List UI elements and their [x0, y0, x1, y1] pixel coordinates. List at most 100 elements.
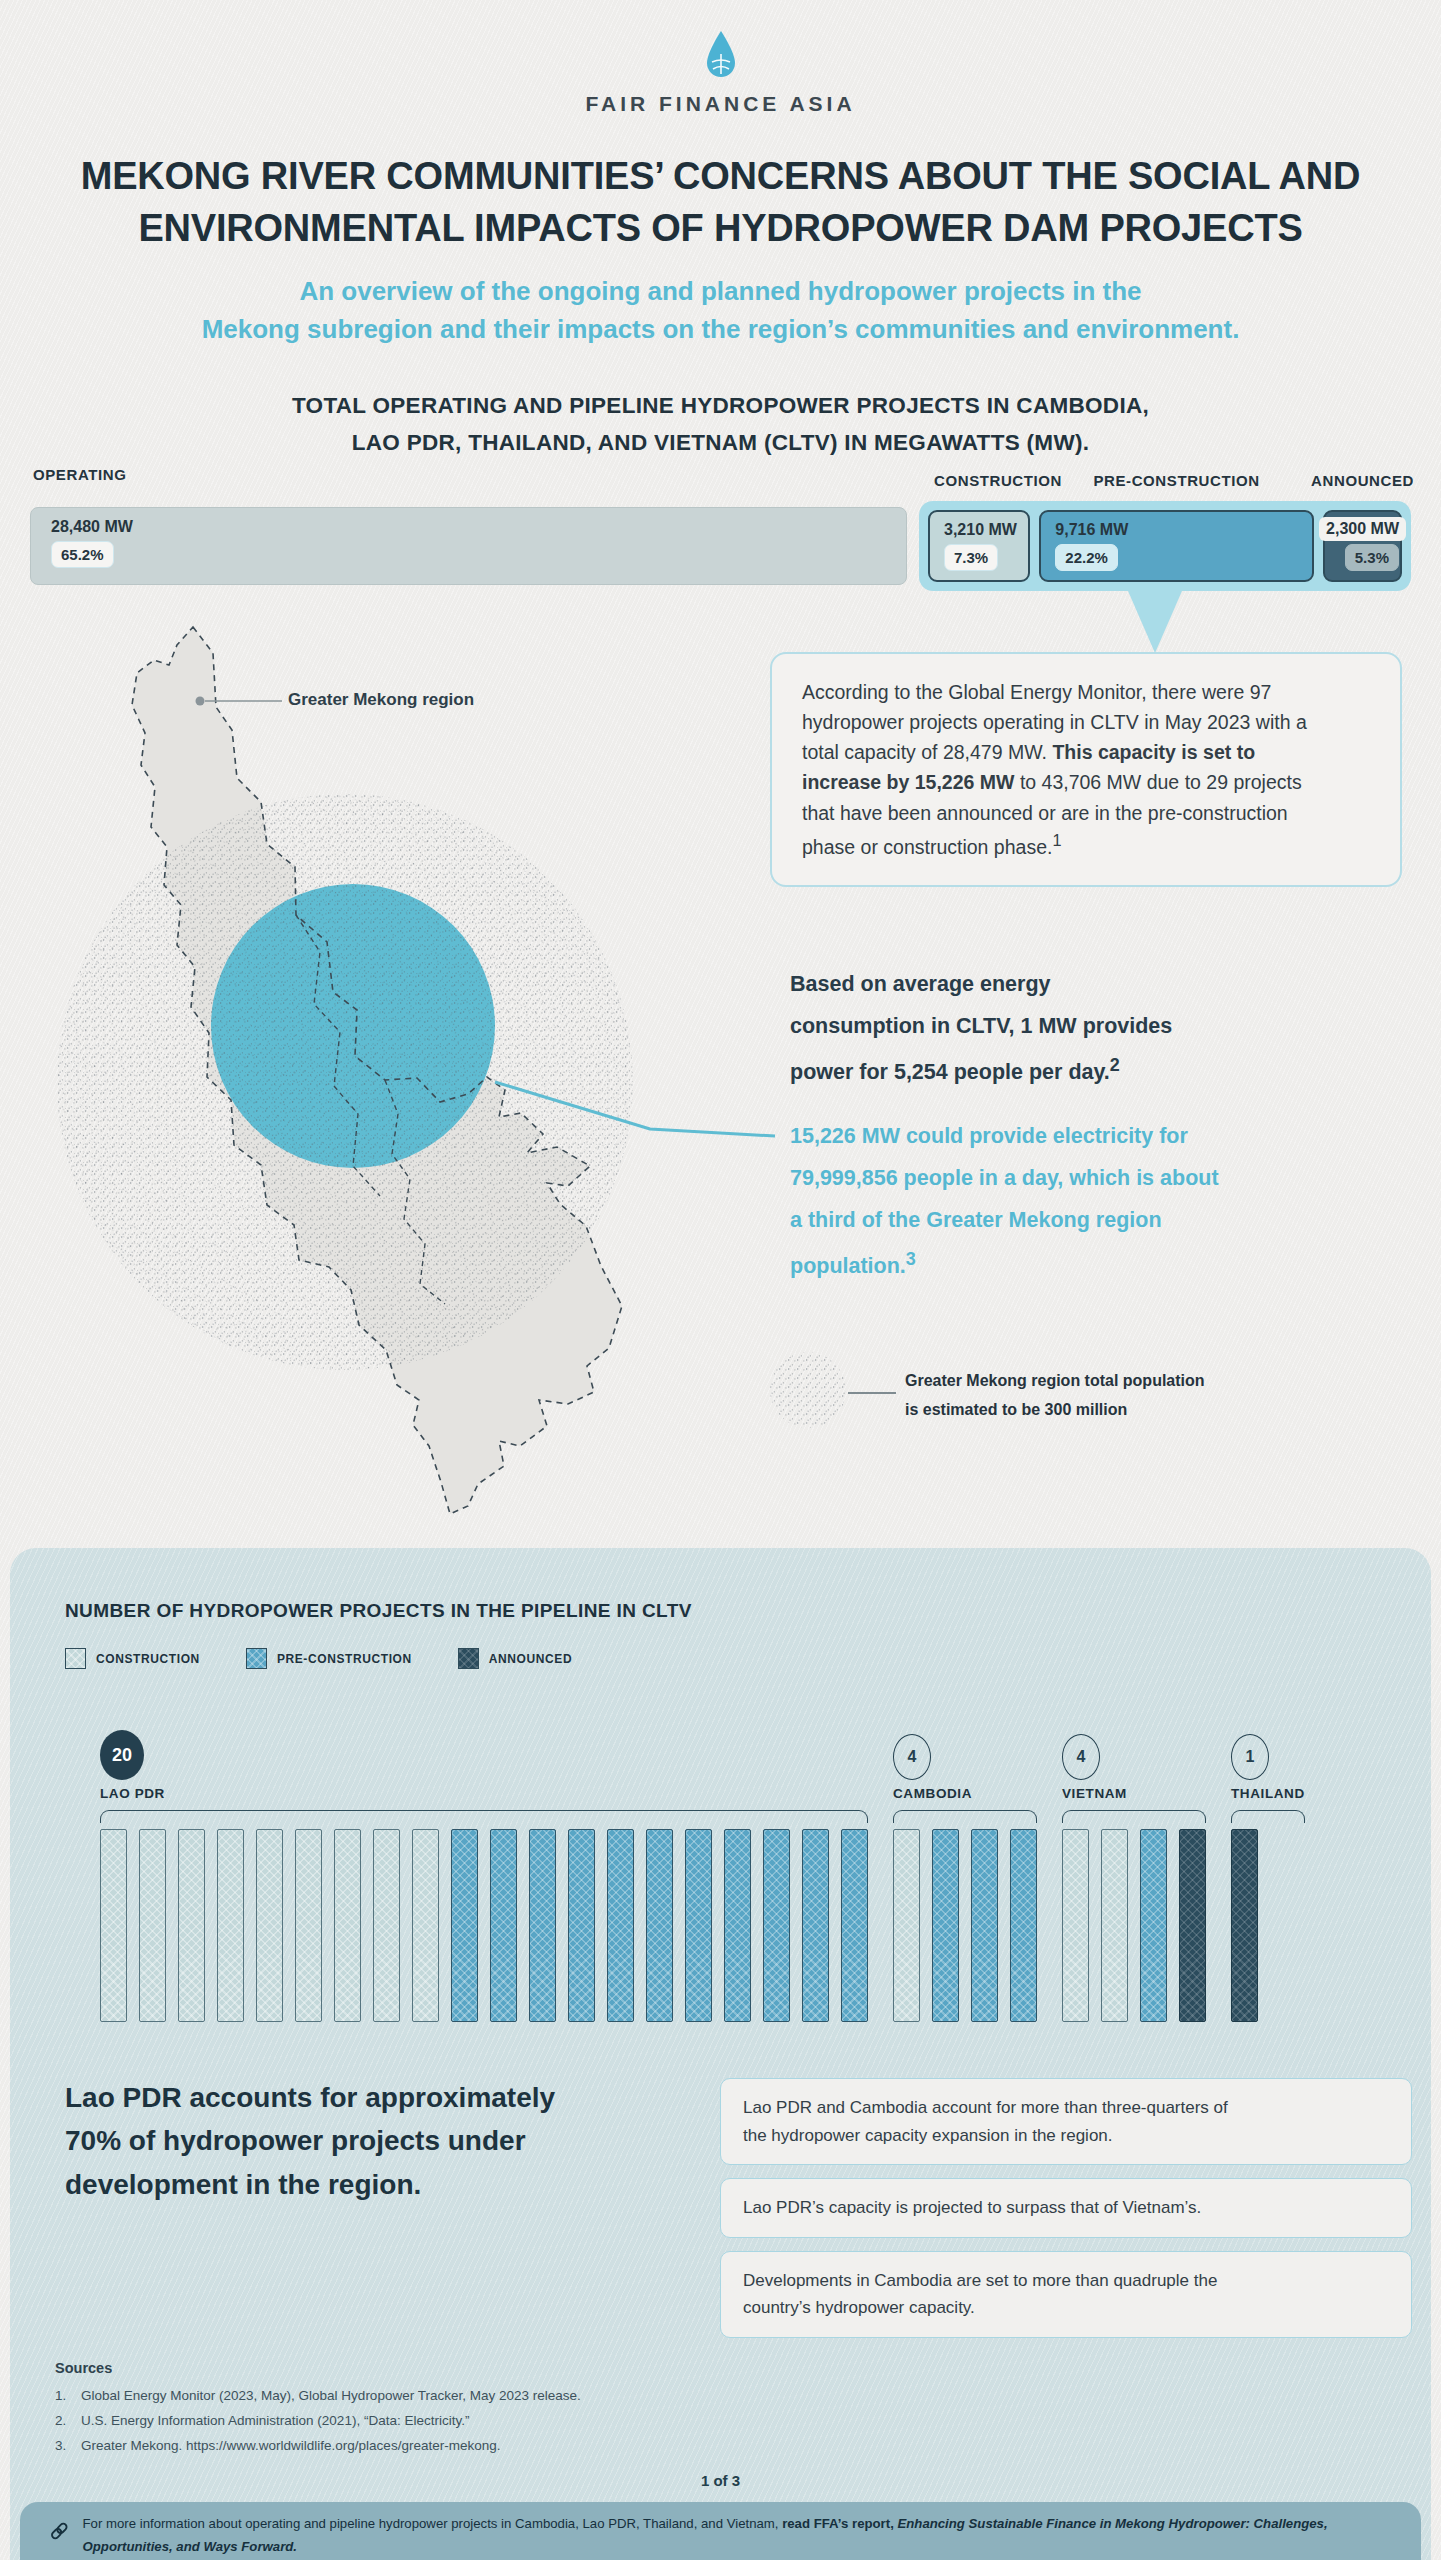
project-bar — [139, 1829, 166, 2022]
project-bar — [334, 1829, 361, 2022]
country-label: VIETNAM — [1062, 1786, 1206, 1801]
construction-value: 3,210 MW — [944, 521, 1028, 539]
greater-mekong-map — [30, 614, 800, 1544]
pipeline-group-thailand: 1 THAILAND — [1231, 1734, 1305, 2022]
group-bracket — [100, 1810, 868, 1823]
operating-label: OPERATING — [33, 466, 126, 483]
announced-label: ANNOUNCED — [1311, 472, 1414, 489]
project-count-badge: 4 — [893, 1734, 931, 1780]
project-bar — [971, 1829, 998, 2022]
page-indicator: 1 of 3 — [10, 2472, 1431, 2489]
project-bar — [373, 1829, 400, 2022]
footer-bar: For more information about operating and… — [20, 2502, 1421, 2560]
project-bar — [802, 1829, 829, 2022]
project-bar — [1231, 1829, 1258, 2022]
pipeline-bar-container: CONSTRUCTION 3,210 MW 7.3% PRE-CONSTRUCT… — [919, 501, 1411, 591]
country-label: THAILAND — [1231, 1786, 1305, 1801]
country-label: LAO PDR — [100, 1786, 868, 1801]
link-icon — [48, 2518, 71, 2544]
pipeline-group-cambodia: 4 CAMBODIA — [893, 1734, 1037, 2022]
project-count-badge: 1 — [1231, 1734, 1269, 1780]
operating-value: 28,480 MW — [51, 518, 906, 536]
project-bar — [295, 1829, 322, 2022]
announced-swatch — [458, 1648, 479, 1669]
map-label-dot — [196, 696, 205, 705]
callout-pointer — [1128, 591, 1182, 653]
project-bar — [932, 1829, 959, 2022]
pre-construction-pct-badge: 22.2% — [1055, 544, 1118, 571]
legend-item-announced: ANNOUNCED — [458, 1648, 572, 1669]
project-bar — [841, 1829, 868, 2022]
population-legend-circle — [760, 1340, 900, 1435]
population-note: Greater Mekong region total population i… — [905, 1366, 1205, 1425]
project-bar — [1140, 1829, 1167, 2022]
project-bar — [412, 1829, 439, 2022]
pre-construction-swatch — [246, 1648, 267, 1669]
infographic-page: FAIR FINANCE ASIA MEKONG RIVER COMMUNITI… — [0, 0, 1441, 2560]
pipeline-heading: NUMBER OF HYDROPOWER PROJECTS IN THE PIP… — [65, 1600, 692, 1622]
project-bar — [893, 1829, 920, 2022]
electricity-impact-text: 15,226 MW could provide electricity for … — [790, 1116, 1226, 1288]
project-bar — [646, 1829, 673, 2022]
pipeline-group-lao-pdr: 20 LAO PDR — [100, 1730, 868, 2022]
announced-value: 2,300 MW — [1319, 517, 1406, 541]
consumption-text: Based on average energy consumption in C… — [790, 964, 1182, 1094]
project-bar — [451, 1829, 478, 2022]
insight-boxes: Lao PDR and Cambodia account for more th… — [720, 2078, 1412, 2338]
legend-item-construction: CONSTRUCTION — [65, 1648, 200, 1669]
sources: Sources 1.Global Energy Monitor (2023, M… — [55, 2360, 581, 2459]
project-bar — [256, 1829, 283, 2022]
pipeline-panel: NUMBER OF HYDROPOWER PROJECTS IN THE PIP… — [10, 1548, 1431, 2560]
project-count-badge: 4 — [1062, 1734, 1100, 1780]
construction-pct-badge: 7.3% — [944, 544, 998, 571]
project-bar — [1179, 1829, 1206, 2022]
project-bar — [763, 1829, 790, 2022]
sources-heading: Sources — [55, 2360, 581, 2376]
country-label: CAMBODIA — [893, 1786, 1037, 1801]
source-item: 2.U.S. Energy Information Administration… — [55, 2409, 581, 2434]
operating-pct-badge: 65.2% — [51, 541, 114, 568]
project-bar — [178, 1829, 205, 2022]
project-bar — [490, 1829, 517, 2022]
pipeline-legend: CONSTRUCTION PRE-CONSTRUCTION ANNOUNCED — [65, 1648, 572, 1669]
fair-finance-asia-logo — [703, 30, 739, 82]
pipeline-box-pre_construction: PRE-CONSTRUCTION 9,716 MW 22.2% — [1039, 510, 1313, 582]
capacity-stacked-bar: OPERATING 28,480 MW 65.2% CONSTRUCTION 3… — [30, 501, 1411, 591]
project-bar — [1010, 1829, 1037, 2022]
insight-box: Lao PDR and Cambodia account for more th… — [720, 2078, 1412, 2165]
group-bracket — [1231, 1810, 1305, 1823]
pipeline-count-chart: 20 LAO PDR 4 CAMBODIA 4 VIETNAM 1 THAILAND — [100, 1730, 1305, 2022]
lao-statement: Lao PDR accounts for approximately 70% o… — [65, 2076, 595, 2206]
group-bracket — [1062, 1810, 1206, 1823]
page-subtitle: An overview of the ongoing and planned h… — [0, 272, 1441, 348]
map-region-label: Greater Mekong region — [288, 690, 474, 710]
insight-box: Developments in Cambodia are set to more… — [720, 2251, 1412, 2338]
capacity-chart-heading: TOTAL OPERATING AND PIPELINE HYDROPOWER … — [0, 387, 1441, 461]
pipeline-group-vietnam: 4 VIETNAM — [1062, 1734, 1206, 2022]
footer-text: For more information about operating and… — [83, 2512, 1351, 2558]
group-bracket — [893, 1810, 1037, 1823]
announced-pct-badge: 5.3% — [1345, 544, 1399, 571]
pipeline-box-announced: ANNOUNCED 2,300 MW 5.3% — [1323, 510, 1402, 582]
source-item: 1.Global Energy Monitor (2023, May), Glo… — [55, 2384, 581, 2409]
pre-construction-value: 9,716 MW — [1055, 521, 1311, 539]
pipeline-box-construction: CONSTRUCTION 3,210 MW 7.3% — [928, 510, 1030, 582]
operating-bar: OPERATING 28,480 MW 65.2% — [30, 507, 907, 585]
project-bar — [607, 1829, 634, 2022]
construction-label: CONSTRUCTION — [934, 472, 1062, 489]
project-bar — [1101, 1829, 1128, 2022]
project-bar — [724, 1829, 751, 2022]
project-count-badge: 20 — [100, 1730, 144, 1780]
construction-swatch — [65, 1648, 86, 1669]
project-bar — [685, 1829, 712, 2022]
source-item: 3.Greater Mekong. https://www.worldwildl… — [55, 2434, 581, 2459]
project-bar — [529, 1829, 556, 2022]
project-bar — [1062, 1829, 1089, 2022]
map-section: Greater Mekong region According to the G… — [0, 604, 1441, 1549]
capacity-callout-box: According to the Global Energy Monitor, … — [770, 652, 1402, 887]
brand-name: FAIR FINANCE ASIA — [0, 92, 1441, 116]
legend-item-pre-construction: PRE-CONSTRUCTION — [246, 1648, 412, 1669]
insight-box: Lao PDR’s capacity is projected to surpa… — [720, 2178, 1412, 2238]
project-bar — [100, 1829, 127, 2022]
project-bar — [217, 1829, 244, 2022]
